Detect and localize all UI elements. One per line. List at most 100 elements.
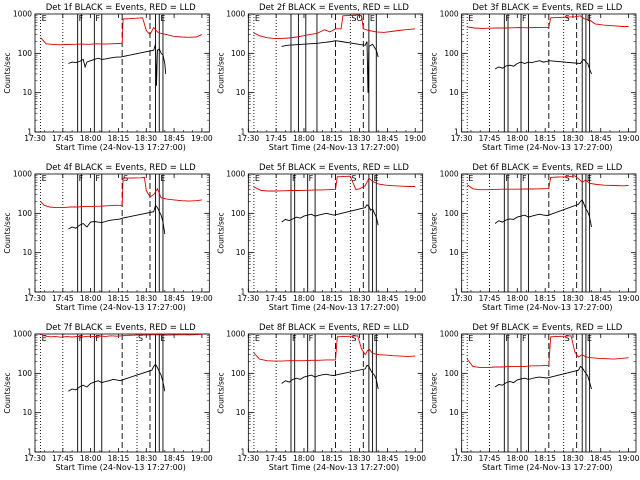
x-axis-label: Start Time (24-Nov-13 17:27:00) — [55, 463, 185, 472]
chart-panel-4: Det 4f BLACK = Events, RED = LLD 17:30 17:… — [3, 163, 213, 312]
y-tick-label: 100 — [231, 49, 246, 58]
y-tick-label: 10 — [22, 88, 32, 97]
x-tick-label: 18:00 — [506, 134, 528, 143]
x-axis-label: Start Time (24-Nov-13 17:27:00) — [55, 143, 185, 152]
x-tick-label: 17:30 — [24, 134, 46, 143]
x-tick-label: 17:45 — [265, 454, 287, 463]
event-marker-label: S — [565, 334, 570, 343]
chart-title: Det 3f BLACK = Events, RED = LLD — [472, 3, 622, 13]
x-tick-label: 18:00 — [293, 454, 315, 463]
x-tick-label: 19:00 — [618, 294, 640, 303]
x-tick-label: 18:45 — [377, 454, 399, 463]
chart-title: Det 5f BLACK = Events, RED = LLD — [259, 163, 409, 173]
series-line-events — [281, 364, 379, 390]
y-axis-label: Counts/sec — [430, 372, 439, 413]
x-tick-label: 18:45 — [590, 294, 612, 303]
series-line-events — [494, 199, 592, 228]
x-tick-label: 17:30 — [24, 294, 46, 303]
x-tick-label: 18:00 — [80, 454, 102, 463]
x-tick-label: 18:15 — [108, 134, 130, 143]
x-tick-label: 18:30 — [135, 294, 157, 303]
event-marker-label: E — [255, 174, 260, 183]
x-tick-label: 17:45 — [479, 134, 501, 143]
x-tick-label: 19:00 — [404, 134, 426, 143]
event-marker-label: S — [565, 14, 570, 23]
x-tick-label: 18:00 — [80, 294, 102, 303]
x-tick-label: 19:00 — [404, 294, 426, 303]
x-tick-label: 18:00 — [293, 134, 315, 143]
chart-panel-8: Det 8f BLACK = Events, RED = LLD 17:30 17:… — [216, 323, 426, 472]
event-marker-label: F — [95, 334, 100, 343]
y-tick-label: 1000 — [440, 170, 459, 179]
event-marker-label: E — [255, 334, 260, 343]
event-marker-label: E — [42, 14, 47, 23]
event-marker-label: F — [522, 174, 527, 183]
y-axis-label: Counts/sec — [3, 372, 12, 413]
x-tick-label: 17:45 — [52, 294, 74, 303]
x-tick-label: 18:30 — [349, 294, 371, 303]
x-axis-label: Start Time (24-Nov-13 17:27:00) — [482, 303, 612, 312]
series-line-events — [494, 365, 592, 390]
x-tick-label: 17:30 — [451, 454, 473, 463]
x-tick-label: 19:00 — [618, 454, 640, 463]
x-tick-label: 18:45 — [590, 134, 612, 143]
chart-panel-6: Det 6f BLACK = Events, RED = LLD 17:30 17:… — [430, 163, 640, 312]
y-tick-label: 1000 — [440, 10, 459, 19]
x-tick-label: 18:15 — [534, 294, 556, 303]
y-tick-label: 1 — [454, 128, 459, 137]
x-tick-label: 18:30 — [562, 454, 584, 463]
event-marker-label: E — [255, 14, 260, 23]
y-tick-label: 10 — [449, 248, 459, 257]
x-tick-label: 17:30 — [238, 294, 260, 303]
event-marker-label: S — [565, 174, 570, 183]
x-tick-label: 19:00 — [404, 454, 426, 463]
series-line-lld — [467, 15, 629, 29]
x-tick-label: 18:15 — [321, 134, 343, 143]
y-tick-label: 100 — [444, 49, 459, 58]
y-axis-label: Counts/sec — [430, 52, 439, 93]
chart-title: Det 2f BLACK = Events, RED = LLD — [259, 3, 409, 13]
y-tick-label: 10 — [449, 408, 459, 417]
y-axis-label: Counts/sec — [430, 212, 439, 253]
x-tick-label: 18:15 — [108, 294, 130, 303]
chart-panel-9: Det 9f BLACK = Events, RED = LLD 17:30 17:… — [430, 323, 640, 472]
x-tick-label: 18:00 — [293, 294, 315, 303]
event-marker-label: S — [351, 334, 356, 343]
event-marker-label: E — [468, 174, 473, 183]
y-tick-label: 1 — [241, 128, 246, 137]
y-tick-label: 10 — [236, 248, 246, 257]
y-axis-label: Counts/sec — [216, 52, 225, 93]
x-tick-label: 18:15 — [108, 454, 130, 463]
x-tick-label: 18:30 — [349, 454, 371, 463]
event-marker-label: F — [95, 174, 100, 183]
series-line-lld — [466, 175, 629, 191]
x-axis-label: Start Time (24-Nov-13 17:27:00) — [55, 303, 185, 312]
y-tick-label: 1 — [241, 288, 246, 297]
chart-panel-3: Det 3f BLACK = Events, RED = LLD 17:30 17:… — [430, 3, 640, 152]
event-marker-label: F — [309, 174, 314, 183]
y-tick-label: 100 — [444, 209, 459, 218]
series-line-events — [68, 44, 167, 86]
y-tick-label: 1 — [27, 288, 32, 297]
y-axis-label: Counts/sec — [3, 212, 12, 253]
y-tick-label: 100 — [18, 49, 33, 58]
y-tick-label: 1000 — [13, 170, 32, 179]
event-marker-label: E — [468, 334, 473, 343]
x-axis-label: Start Time (24-Nov-13 17:27:00) — [482, 143, 612, 152]
chart-title: Det 9f BLACK = Events, RED = LLD — [472, 323, 622, 333]
x-tick-label: 18:30 — [349, 134, 371, 143]
event-marker-label: E — [42, 334, 47, 343]
event-marker-label: E — [42, 174, 47, 183]
x-tick-label: 18:45 — [163, 294, 185, 303]
event-marker-label: F — [95, 14, 100, 23]
x-tick-label: 18:45 — [377, 294, 399, 303]
x-tick-label: 18:00 — [80, 134, 102, 143]
series-line-events — [68, 204, 166, 234]
y-tick-label: 1000 — [226, 330, 245, 339]
x-axis-label: Start Time (24-Nov-13 17:27:00) — [269, 143, 399, 152]
y-tick-label: 1000 — [440, 330, 459, 339]
y-tick-label: 1000 — [226, 10, 245, 19]
x-tick-label: 18:45 — [590, 454, 612, 463]
y-tick-label: 1 — [454, 448, 459, 457]
